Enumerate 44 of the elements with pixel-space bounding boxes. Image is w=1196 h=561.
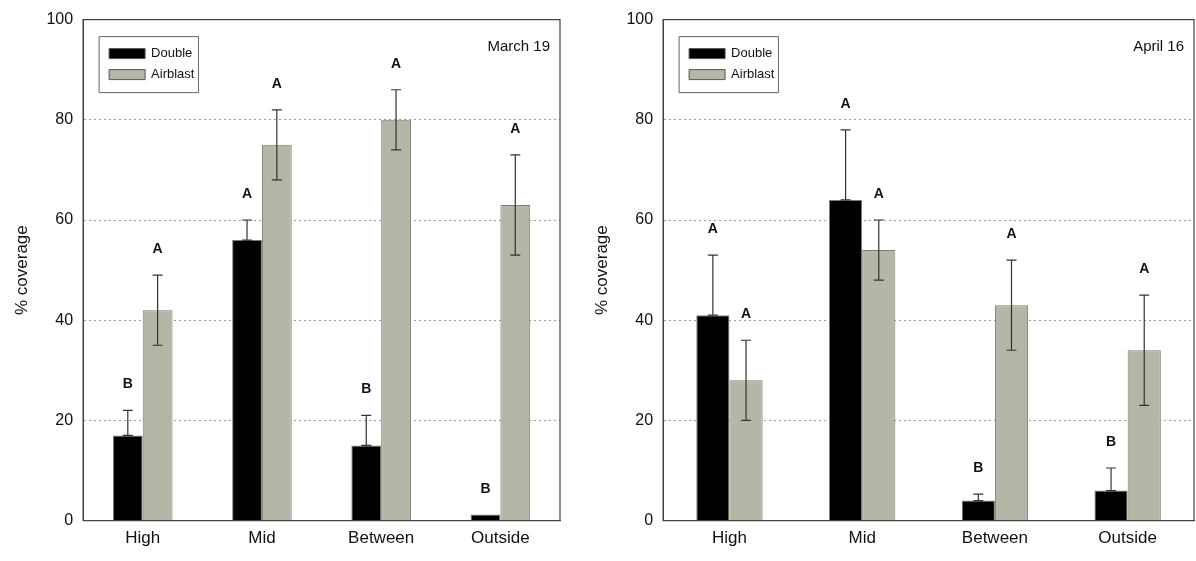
y-tick-label: 40 (55, 310, 74, 328)
x-tick-label: High (125, 528, 161, 548)
annotation: B (480, 479, 491, 496)
y-tick-label: 60 (55, 210, 74, 228)
annotation: A (707, 220, 718, 237)
annotation: A (271, 74, 282, 91)
y-tick-label: 100 (46, 10, 74, 28)
y-tick-label: 20 (635, 410, 654, 428)
y-tick-label: 60 (635, 210, 654, 228)
text: April 16 (1133, 36, 1184, 54)
x-tick-label: Between (961, 528, 1028, 548)
annotation: B (973, 459, 984, 476)
annotation: A (241, 185, 253, 201)
annotation: B (1105, 432, 1117, 449)
y-tick-label: 20 (55, 410, 74, 428)
text: March 19 (487, 36, 550, 54)
x-tick-label: High (711, 528, 747, 548)
x-tick-label: Outside (1098, 528, 1157, 548)
annotation: B (122, 375, 133, 392)
x-tick-label: Mid (248, 528, 276, 548)
y-tick-label: 100 (626, 10, 654, 28)
y-tick-label: 40 (635, 310, 654, 328)
legend-label: Airblast (151, 66, 195, 82)
annotation: A (1006, 225, 1017, 242)
legend-label: Double (151, 45, 193, 61)
y-tick-label: 0 (64, 511, 74, 529)
x-tick-label: Outside (471, 528, 530, 548)
annotation: B (361, 380, 372, 397)
legend-label: Double (731, 45, 773, 61)
y-tick-label: 0 (644, 511, 654, 529)
y-tick-label: 80 (635, 110, 654, 128)
x-tick-label: Between (348, 528, 415, 548)
annotation: A (1139, 260, 1150, 277)
annotation: A (873, 185, 884, 201)
annotation: A (152, 240, 163, 257)
legend-label: Airblast (731, 66, 775, 82)
annotation: A (740, 305, 752, 322)
x-tick-label: Mid (848, 528, 876, 548)
annotation: A (391, 54, 402, 71)
annotation: A (510, 119, 521, 136)
annotation: A (840, 94, 851, 111)
y-tick-label: 80 (55, 110, 74, 128)
y-axis-title: % coverage (591, 225, 611, 315)
y-axis-title: % coverage (11, 225, 31, 315)
